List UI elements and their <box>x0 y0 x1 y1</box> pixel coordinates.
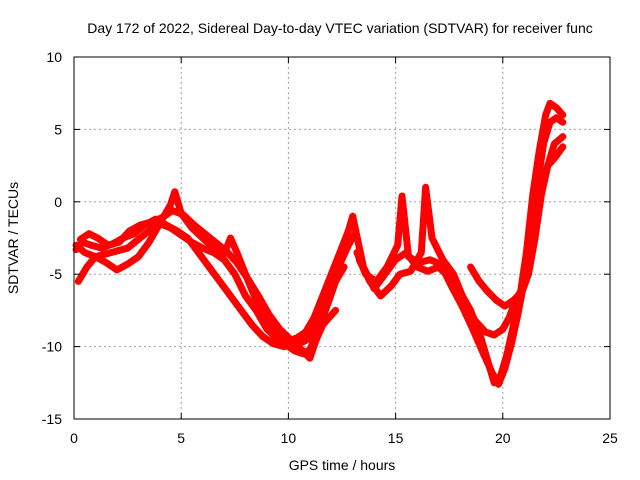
x-tick-label: 15 <box>388 430 404 446</box>
y-tick-label: 0 <box>54 194 62 210</box>
x-tick-label: 5 <box>177 430 185 446</box>
tick-layer: 0 5 10 15 20 25 -15 -10 -5 0 5 10 <box>42 49 618 446</box>
y-tick-label: -5 <box>50 266 63 282</box>
y-tick-label: 10 <box>46 49 62 65</box>
series-track-4 <box>72 188 357 345</box>
y-tick-label: -10 <box>42 339 62 355</box>
x-axis-title: GPS time / hours <box>289 457 396 473</box>
y-axis-title: SDTVAR / TECUs <box>5 182 21 294</box>
series-track-6 <box>353 114 567 388</box>
trace-layer <box>72 99 567 388</box>
x-tick-label: 0 <box>70 430 78 446</box>
x-tick-label: 25 <box>602 430 618 446</box>
x-tick-label: 10 <box>281 430 297 446</box>
y-tick-label: 5 <box>54 121 62 137</box>
x-tick-label: 20 <box>495 430 511 446</box>
series-track-2 <box>74 220 348 358</box>
chart-title: Day 172 of 2022, Sidereal Day-to-day VTE… <box>87 20 593 36</box>
plot-frame <box>73 56 611 420</box>
series-track-8 <box>467 133 567 310</box>
y-tick-label: -15 <box>42 411 62 427</box>
